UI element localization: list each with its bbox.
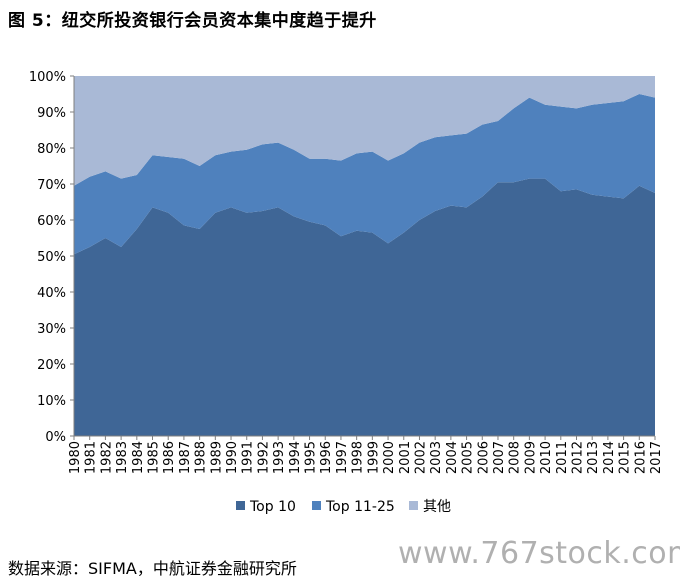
y-tick-label: 40% <box>37 286 66 301</box>
x-tick-label: 1981 <box>84 441 99 474</box>
x-tick-label: 1987 <box>178 441 193 474</box>
y-tick-label: 70% <box>37 178 66 193</box>
x-tick-label: 2017 <box>649 441 664 474</box>
x-tick-label: 1989 <box>209 441 224 474</box>
x-tick-label: 2004 <box>445 441 460 474</box>
y-tick-label: 100% <box>29 70 66 85</box>
x-tick-label: 1990 <box>225 441 240 474</box>
x-tick-label: 2010 <box>539 441 554 474</box>
y-tick-label: 0% <box>45 430 66 445</box>
x-tick-label: 2012 <box>570 441 585 474</box>
legend-swatch-2 <box>409 501 418 510</box>
x-tick-label: 1988 <box>194 441 209 474</box>
x-tick-label: 1991 <box>241 441 256 474</box>
stacked-area-chart: 0%10%20%30%40%50%60%70%80%90%100% 1980 19… <box>29 70 664 515</box>
x-tick-label: 1997 <box>335 441 350 474</box>
x-tick-label: 1998 <box>351 441 366 474</box>
legend-swatch-0 <box>236 501 245 510</box>
legend-label-1: Top 11-25 <box>325 499 395 515</box>
x-tick-label: 1986 <box>162 441 177 474</box>
x-tick-label: 1983 <box>115 441 130 474</box>
figure-title: 图 5：纽交所投资银行会员资本集中度趋于提升 <box>8 11 377 31</box>
area-series-2 <box>74 76 655 186</box>
y-tick-label: 30% <box>37 322 66 337</box>
y-tick-label: 50% <box>37 250 66 265</box>
x-tick-label: 1994 <box>288 441 303 474</box>
y-tick-label: 20% <box>37 358 66 373</box>
x-tick-label: 2009 <box>523 441 538 474</box>
y-tick-label: 10% <box>37 394 66 409</box>
x-tick-label: 1995 <box>304 441 319 474</box>
x-tick-label: 2008 <box>508 441 523 474</box>
area-layers <box>74 76 655 436</box>
x-tick-label: 2007 <box>492 441 507 474</box>
x-tick-label: 2011 <box>555 441 570 474</box>
x-tick-label: 1985 <box>147 441 162 474</box>
x-tick-label: 1980 <box>68 441 83 474</box>
watermark-text: www.767stock.com <box>398 536 680 571</box>
x-tick-label: 1999 <box>366 441 381 474</box>
y-axis-ticks: 0% 10% 20% 30% 40% 50% 60% 70% 80% 90% 100% <box>29 70 74 445</box>
x-tick-label: 2016 <box>633 441 648 474</box>
x-tick-label: 2014 <box>602 441 617 474</box>
source-note: 数据来源：SIFMA，中航证券金融研究所 <box>8 559 297 578</box>
legend-label-0: Top 10 <box>249 499 296 515</box>
y-tick-label: 90% <box>37 106 66 121</box>
x-axis-ticks: 1980 1981 1982 1983 1984 1985 1986 1987 1988 1989… <box>68 436 664 474</box>
area-series-0 <box>74 178 655 436</box>
x-tick-label: 2013 <box>586 441 601 474</box>
area-series-1 <box>74 94 655 255</box>
legend-label-2: 其他 <box>423 499 451 515</box>
x-tick-label: 1993 <box>272 441 287 474</box>
x-tick-label: 2005 <box>461 441 476 474</box>
x-tick-label: 2006 <box>476 441 491 474</box>
x-tick-label: 2015 <box>618 441 633 474</box>
y-tick-label: 60% <box>37 214 66 229</box>
x-tick-label: 1996 <box>319 441 334 474</box>
x-tick-label: 1982 <box>99 441 114 474</box>
x-tick-label: 2001 <box>398 441 413 474</box>
chart-legend: Top 10 Top 11-25 其他 <box>236 499 451 515</box>
x-tick-label: 1984 <box>131 441 146 474</box>
x-tick-label: 2002 <box>413 441 428 474</box>
x-tick-label: 2000 <box>382 441 397 474</box>
x-tick-label: 2003 <box>429 441 444 474</box>
x-tick-label: 1992 <box>256 441 271 474</box>
legend-swatch-1 <box>312 501 321 510</box>
y-tick-label: 80% <box>37 142 66 157</box>
